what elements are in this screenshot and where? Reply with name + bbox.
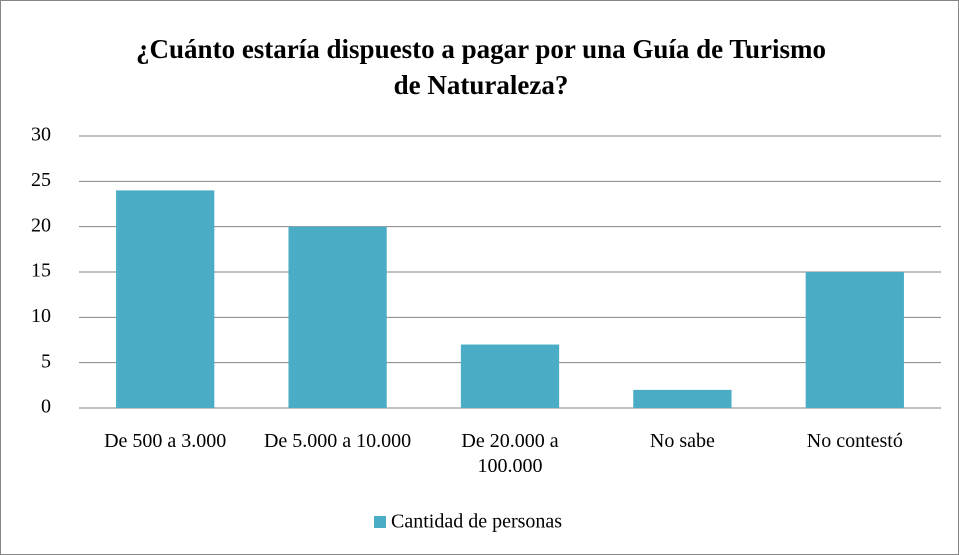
y-tick-label: 15 bbox=[31, 260, 51, 282]
y-tick-label: 25 bbox=[31, 169, 51, 191]
y-tick-label: 5 bbox=[41, 350, 51, 372]
bar bbox=[460, 344, 560, 408]
x-tick-label: De 20.000 a 100.000 bbox=[461, 430, 559, 477]
y-tick-label: 20 bbox=[31, 214, 51, 236]
bar bbox=[288, 226, 387, 408]
bar bbox=[633, 389, 732, 408]
y-tick-label: 0 bbox=[41, 396, 51, 418]
legend-label: Cantidad de personas bbox=[391, 511, 562, 533]
y-tick-label: 30 bbox=[31, 124, 51, 146]
legend-swatch bbox=[374, 516, 386, 528]
y-tick-label: 10 bbox=[31, 305, 51, 327]
x-tick-label: De 5.000 a 10.000 bbox=[263, 430, 412, 452]
x-tick-label: No contestó bbox=[806, 430, 903, 452]
bar bbox=[116, 190, 215, 408]
x-tick-label: De 500 a 3.000 bbox=[104, 430, 227, 452]
bar bbox=[805, 272, 904, 408]
x-tick-label: No sabe bbox=[649, 430, 715, 452]
chart-title: ¿Cuánto estaría dispuesto a pagar por un… bbox=[136, 34, 826, 100]
